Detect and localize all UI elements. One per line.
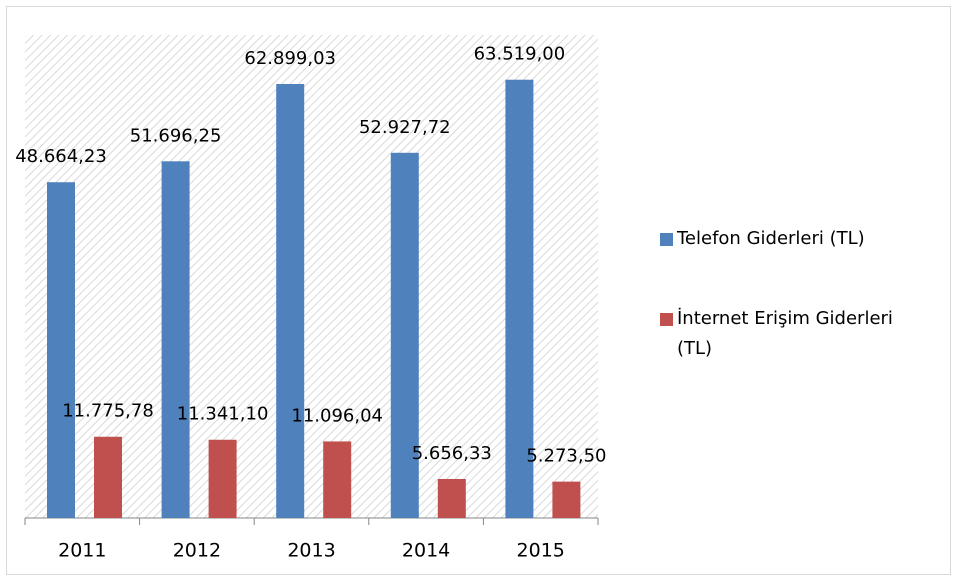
- value-label: 11.775,78: [62, 401, 154, 422]
- x-tick-label: 2013: [287, 540, 335, 562]
- legend-label: Telefon Giderleri (TL): [677, 228, 865, 249]
- legend-swatch: [660, 233, 673, 246]
- legend-swatch: [660, 313, 673, 326]
- bar: [47, 182, 75, 519]
- x-tick-label: 2012: [173, 540, 221, 562]
- bar: [276, 83, 305, 518]
- bar: [552, 481, 581, 518]
- value-label: 11.096,04: [291, 405, 383, 426]
- bar: [161, 161, 190, 518]
- legend-item: İnternet Erişim Giderleri (TL): [660, 304, 930, 364]
- value-label: 62.899,03: [244, 48, 336, 69]
- value-label: 5.273,50: [526, 446, 606, 467]
- value-label: 11.341,10: [177, 404, 269, 425]
- value-label: 5.656,33: [412, 443, 492, 464]
- bar: [437, 478, 466, 518]
- x-tick-label: 2015: [517, 540, 565, 562]
- x-tick-label: 2011: [58, 540, 106, 562]
- value-label: 52.927,72: [359, 117, 451, 138]
- bar: [505, 79, 534, 518]
- legend-label: İnternet Erişim Giderleri (TL): [677, 308, 893, 359]
- x-tick-label: 2014: [402, 540, 450, 562]
- legend-item: Telefon Giderleri (TL): [660, 224, 930, 254]
- bar: [208, 439, 237, 518]
- bar: [323, 441, 352, 518]
- bar: [94, 436, 122, 518]
- bar: [390, 152, 419, 518]
- value-label: 51.696,25: [130, 125, 222, 146]
- value-label: 48.664,23: [15, 146, 107, 167]
- value-label: 63.519,00: [474, 44, 566, 65]
